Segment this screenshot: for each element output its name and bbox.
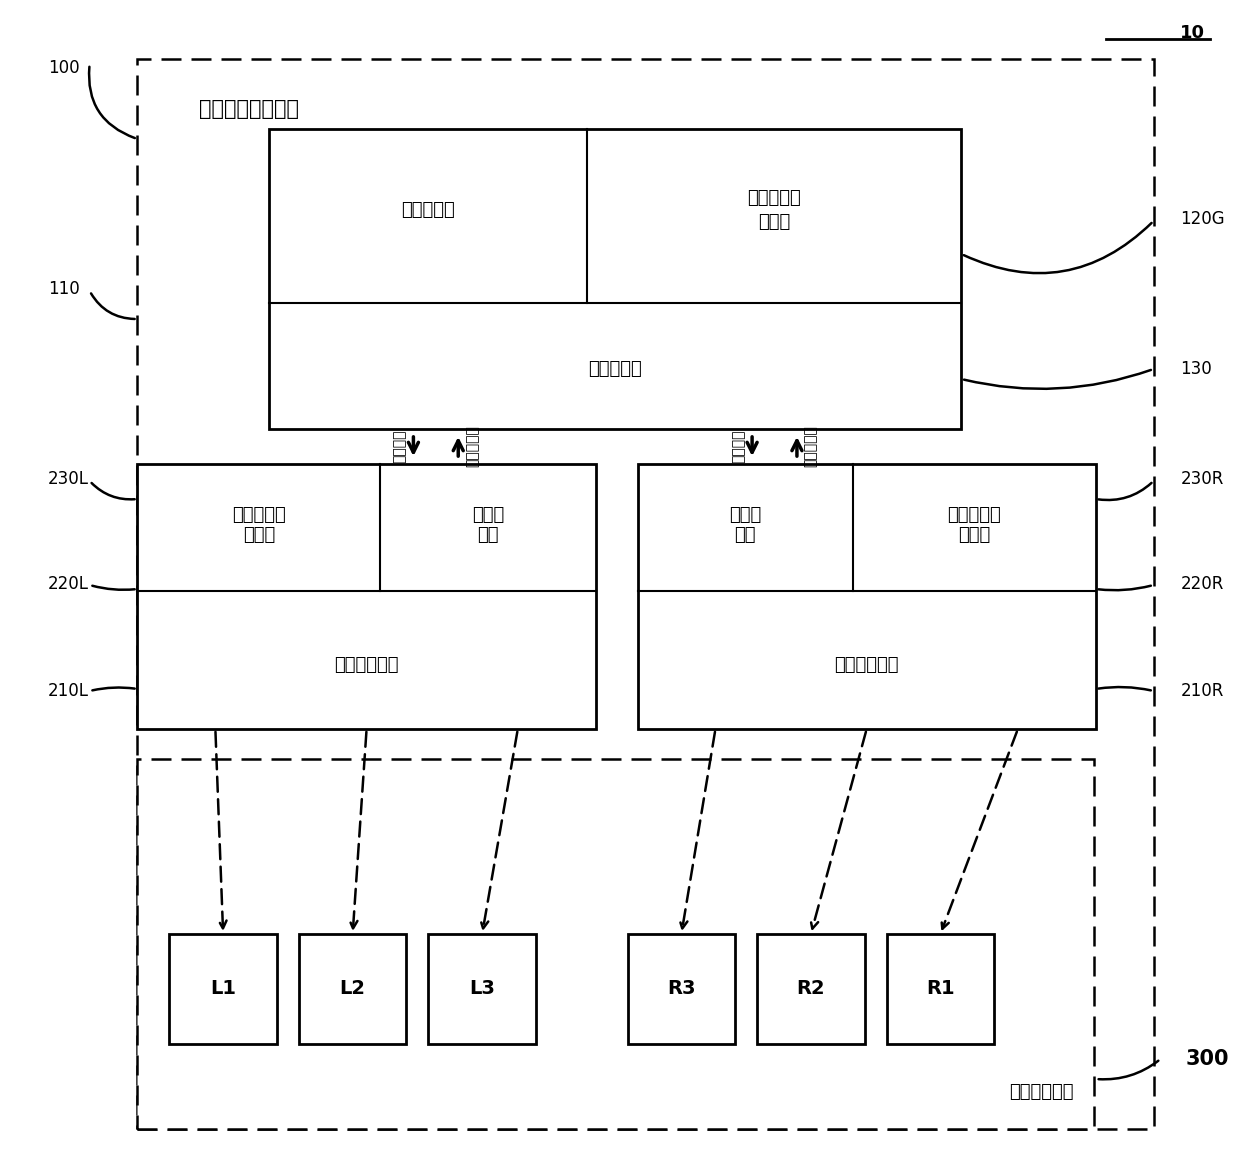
Bar xyxy=(269,129,961,429)
Text: 右脚控制单元: 右脚控制单元 xyxy=(835,656,899,675)
Text: L2: L2 xyxy=(340,979,366,999)
Text: 210R: 210R xyxy=(1180,681,1224,700)
Text: 230L: 230L xyxy=(48,471,89,488)
Text: 加速度信号: 加速度信号 xyxy=(465,425,479,467)
Text: 100: 100 xyxy=(48,59,79,76)
Bar xyxy=(887,934,994,1044)
Text: 分拨信号: 分拨信号 xyxy=(393,430,407,464)
Text: 行为引导单元: 行为引导单元 xyxy=(1009,1083,1074,1101)
Text: 210L: 210L xyxy=(48,681,89,700)
Text: 人体失衡检测装置: 人体失衡检测装置 xyxy=(200,99,299,119)
Bar xyxy=(758,934,864,1044)
Text: 120G: 120G xyxy=(1180,210,1225,228)
Text: 230R: 230R xyxy=(1180,471,1224,488)
Bar xyxy=(637,464,1096,729)
Text: 10: 10 xyxy=(1180,24,1205,42)
Bar xyxy=(428,934,536,1044)
Bar xyxy=(138,464,595,729)
Text: 右通信
单元: 右通信 单元 xyxy=(729,505,761,545)
Bar xyxy=(299,934,407,1044)
Bar xyxy=(170,934,277,1044)
Text: 主控制单元: 主控制单元 xyxy=(402,201,455,219)
Text: 110: 110 xyxy=(48,280,79,298)
Text: 主通信单元: 主通信单元 xyxy=(588,360,642,378)
Text: R3: R3 xyxy=(667,979,696,999)
Text: 左脚加速度
传感器: 左脚加速度 传感器 xyxy=(232,505,285,545)
Bar xyxy=(138,59,1153,1129)
Text: 300: 300 xyxy=(1185,1049,1229,1069)
Text: R2: R2 xyxy=(796,979,825,999)
Text: 130: 130 xyxy=(1180,360,1213,378)
Text: L3: L3 xyxy=(469,979,495,999)
Text: 220L: 220L xyxy=(48,575,89,593)
Text: 左脚控制单元: 左脚控制单元 xyxy=(335,656,399,675)
Text: 加速度信号: 加速度信号 xyxy=(804,425,818,467)
Text: R1: R1 xyxy=(926,979,955,999)
Bar xyxy=(627,934,735,1044)
Text: 分拨信号: 分拨信号 xyxy=(732,430,745,464)
Text: 220R: 220R xyxy=(1180,575,1224,593)
Text: L1: L1 xyxy=(210,979,236,999)
Text: 左通信
单元: 左通信 单元 xyxy=(472,505,505,545)
Text: 重心加速度
传感器: 重心加速度 传感器 xyxy=(748,189,801,232)
Bar xyxy=(138,759,1094,1129)
Text: 右脚加速度
传感器: 右脚加速度 传感器 xyxy=(947,505,1001,545)
